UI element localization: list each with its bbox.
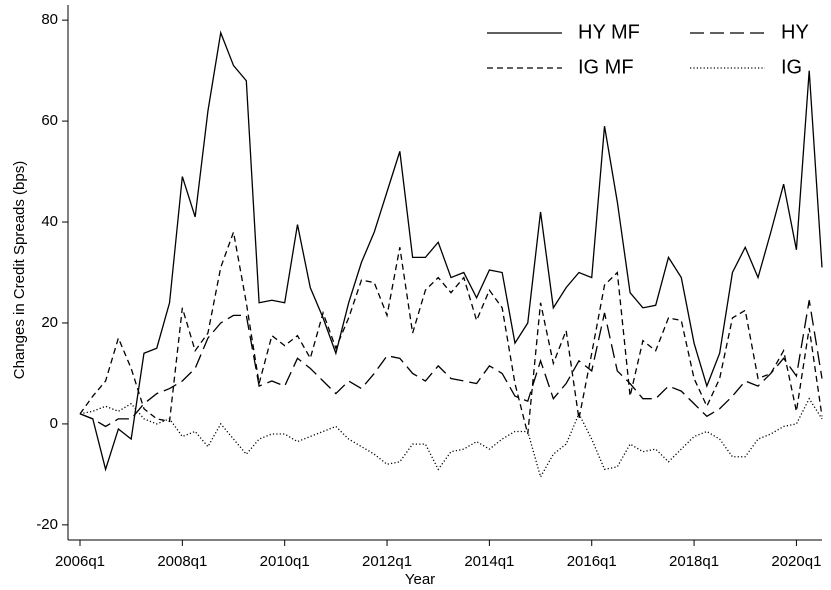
legend-label: HY bbox=[781, 21, 809, 43]
legend-label: IG MF bbox=[578, 56, 634, 78]
legend-label: IG bbox=[781, 56, 802, 78]
x-tick-label: 2010q1 bbox=[260, 553, 310, 570]
y-tick-label: 0 bbox=[50, 415, 58, 432]
y-tick-label: 20 bbox=[41, 314, 58, 331]
legend-label: HY MF bbox=[578, 21, 640, 43]
x-tick-label: 2008q1 bbox=[157, 553, 207, 570]
series-line bbox=[79, 397, 823, 479]
y-axis-label: Changes in Credit Spreads (bps) bbox=[11, 161, 28, 379]
x-tick-label: 2020q1 bbox=[771, 553, 821, 570]
x-tick-label: 2012q1 bbox=[362, 553, 412, 570]
x-tick-label: 2006q1 bbox=[55, 553, 105, 570]
x-tick-label: 2014q1 bbox=[464, 553, 514, 570]
x-axis-label: Year bbox=[405, 571, 435, 588]
x-tick-label: 2018q1 bbox=[669, 553, 719, 570]
series-line bbox=[79, 229, 823, 435]
series-line bbox=[79, 300, 823, 428]
y-tick-label: -20 bbox=[36, 516, 58, 533]
x-tick-label: 2016q1 bbox=[567, 553, 617, 570]
y-tick-label: 60 bbox=[41, 112, 58, 129]
y-tick-label: 80 bbox=[41, 11, 58, 28]
series-line bbox=[79, 30, 823, 472]
y-tick-label: 40 bbox=[41, 213, 58, 230]
